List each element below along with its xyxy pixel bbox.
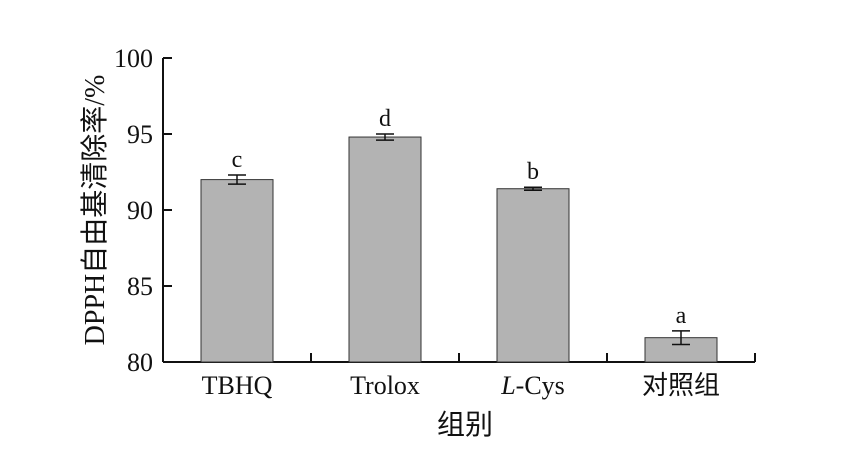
error-bar bbox=[524, 186, 542, 191]
x-category-label: 对照组 bbox=[642, 371, 720, 400]
y-tick-label: 95 bbox=[127, 120, 153, 149]
y-tick-label: 80 bbox=[127, 348, 153, 377]
error-bars bbox=[228, 133, 690, 346]
significance-labels: c d b a bbox=[232, 106, 687, 329]
bar bbox=[348, 136, 422, 363]
x-category-label-text: -Cys bbox=[516, 371, 565, 400]
x-category-label-text: TBHQ bbox=[202, 371, 273, 400]
significance-letter: d bbox=[379, 106, 391, 132]
x-category-label: TBHQ bbox=[202, 371, 273, 400]
category-labels: TBHQ Trolox L-Cys 对照组 bbox=[202, 371, 720, 400]
significance-letter: b bbox=[527, 159, 539, 185]
x-category-label: L-Cys bbox=[500, 371, 565, 400]
significance-letter: a bbox=[676, 303, 687, 329]
y-axis-title: DPPH自由基清除率/% bbox=[79, 75, 111, 346]
x-category-label-text: Trolox bbox=[350, 371, 420, 400]
x-ticks bbox=[310, 353, 756, 362]
y-tick-label: 90 bbox=[127, 196, 153, 225]
significance-letter: c bbox=[232, 147, 243, 173]
x-axis-title: 组别 bbox=[437, 409, 493, 441]
x-category-label: Trolox bbox=[350, 371, 420, 400]
x-category-label-italic: L bbox=[500, 371, 515, 400]
error-bar bbox=[376, 133, 394, 141]
error-bar bbox=[228, 174, 246, 185]
y-tick-label: 100 bbox=[114, 44, 153, 73]
x-category-label-text: 对照组 bbox=[642, 371, 720, 400]
bars bbox=[200, 136, 718, 363]
error-bar bbox=[672, 330, 690, 346]
bar bbox=[496, 188, 570, 363]
y-ticks: 80 85 90 95 100 bbox=[114, 44, 172, 377]
y-tick-label: 85 bbox=[127, 272, 153, 301]
bar bbox=[200, 179, 274, 363]
